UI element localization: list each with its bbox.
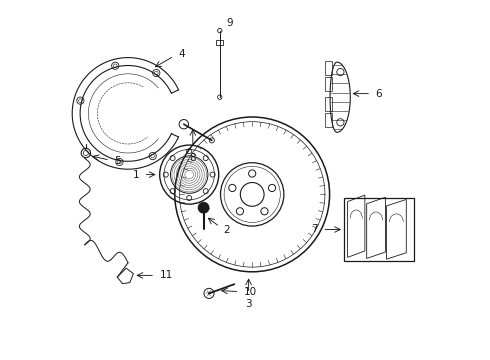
- Bar: [325, 61, 332, 75]
- Text: 2: 2: [223, 225, 230, 235]
- Text: 4: 4: [178, 49, 185, 59]
- Bar: [344, 198, 414, 261]
- Bar: [325, 97, 332, 111]
- Text: 6: 6: [375, 89, 382, 99]
- Text: 1: 1: [133, 170, 140, 180]
- Text: 5: 5: [115, 156, 122, 166]
- Bar: [325, 113, 332, 127]
- Text: 3: 3: [245, 299, 252, 309]
- Bar: [216, 40, 223, 45]
- Text: 7: 7: [312, 225, 318, 234]
- Text: 9: 9: [226, 18, 233, 28]
- Text: 10: 10: [245, 287, 257, 297]
- Circle shape: [198, 202, 209, 213]
- Bar: [325, 77, 332, 91]
- Text: 11: 11: [160, 270, 173, 280]
- Text: 8: 8: [190, 153, 196, 163]
